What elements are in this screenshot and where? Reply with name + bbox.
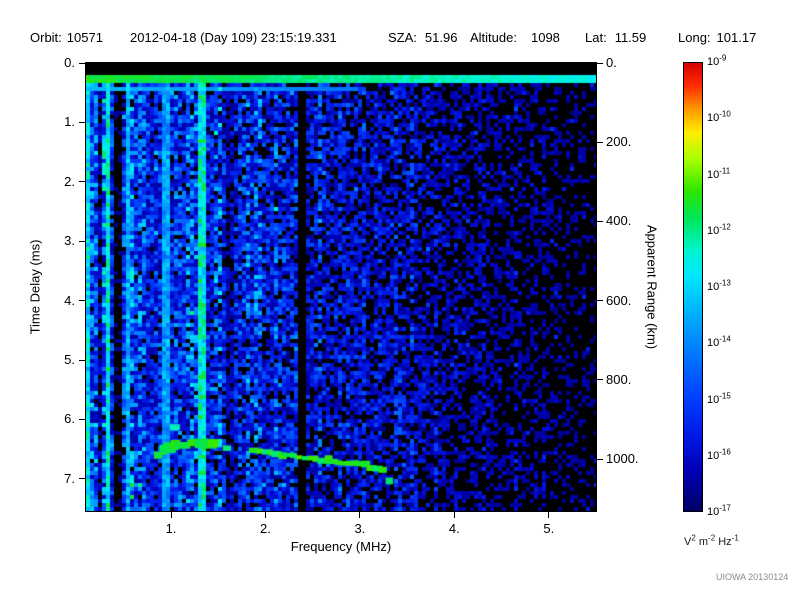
sza-field: SZA: 51.96: [388, 30, 457, 45]
colorbar-tick-label: 10-12: [707, 222, 731, 237]
x-tick: [359, 512, 361, 518]
datetime-field: 2012-04-18 (Day 109) 23:15:19.331: [130, 30, 337, 45]
y-tick-label: 7.: [64, 470, 75, 486]
x-axis-title: Frequency (MHz): [290, 539, 392, 554]
x-tick: [170, 512, 172, 518]
long-value: 101.17: [716, 30, 757, 45]
colorbar-tick-label: 10-14: [707, 334, 731, 350]
y-tick: [79, 478, 85, 480]
right-tick-label: 1000.: [606, 451, 639, 467]
y-tick: [79, 181, 85, 183]
long-field: Long: 101.17: [678, 30, 756, 45]
sza-label: SZA:: [388, 30, 417, 45]
y-axis-title: Time Delay (ms): [27, 239, 43, 335]
right-tick-label: 800.: [606, 371, 632, 387]
colorbar-unit-label: V2 m-2 Hz-1: [684, 533, 739, 548]
x-tick-label: 5.: [543, 521, 555, 536]
colorbar-tick-label: 10-11: [707, 165, 731, 181]
x-tick-label: 2.: [260, 521, 271, 536]
colorbar-tick-label: 10-17: [707, 503, 731, 518]
x-tick-label: 1.: [165, 521, 177, 536]
sza-value: 51.96: [424, 30, 458, 45]
lat-field: Lat: 11.59: [585, 30, 646, 45]
orbit-label: Orbit:: [30, 30, 62, 45]
right-axis-title: Apparent Range (km): [644, 224, 660, 350]
colorbar-gradient: [684, 63, 702, 511]
right-tick-label: 400.: [606, 213, 632, 229]
spectrogram-canvas: [86, 63, 596, 511]
right-tick-label: 600.: [606, 292, 632, 308]
colorbar-tick-label: 10-15: [707, 390, 731, 406]
y-tick: [79, 121, 85, 123]
colorbar-tick-label: 10-10: [707, 109, 731, 125]
orbit-value: 10571: [66, 30, 103, 45]
colorbar-tick-label: 10-9: [707, 53, 727, 68]
datetime-value: 2012-04-18 (Day 109) 23:15:19.331: [130, 30, 337, 45]
y-tick: [79, 359, 85, 361]
y-tick: [79, 240, 85, 242]
y-tick-label: 1.: [64, 114, 75, 130]
altitude-value: 1098: [530, 30, 560, 45]
right-tick: [597, 141, 603, 143]
colorbar-tick-label: 10-16: [707, 447, 731, 462]
long-label: Long:: [678, 30, 711, 45]
x-tick-label: 4.: [448, 521, 460, 536]
right-tick: [597, 220, 603, 222]
watermark: UIOWA 20130124: [716, 572, 789, 582]
y-tick-label: 0.: [64, 55, 75, 70]
colorbar: [683, 62, 703, 512]
x-tick-label: 3.: [354, 521, 366, 536]
altitude-label: Altitude:: [470, 30, 517, 45]
x-tick: [264, 512, 266, 518]
y-tick-label: 4.: [64, 292, 75, 308]
colorbar-tick-label: 10-13: [707, 278, 731, 293]
right-tick: [597, 458, 603, 460]
y-tick-label: 3.: [64, 233, 75, 249]
right-tick: [597, 300, 603, 302]
y-tick-label: 5.: [64, 352, 75, 368]
right-tick-label: 0.: [606, 55, 617, 70]
altitude-field: Altitude: 1098: [470, 30, 560, 45]
y-tick-label: 2.: [64, 173, 75, 189]
y-tick: [79, 418, 85, 420]
plot-frame: [85, 62, 597, 512]
orbit-field: Orbit: 10571: [30, 30, 103, 45]
right-tick: [597, 62, 603, 64]
x-tick: [453, 512, 455, 518]
right-tick: [597, 379, 603, 381]
lat-value: 11.59: [614, 30, 647, 45]
y-tick: [79, 300, 85, 302]
lat-label: Lat:: [585, 30, 607, 45]
y-tick-label: 6.: [64, 411, 75, 427]
y-tick: [79, 62, 85, 64]
x-tick: [548, 512, 550, 518]
right-tick-label: 200.: [606, 134, 632, 150]
